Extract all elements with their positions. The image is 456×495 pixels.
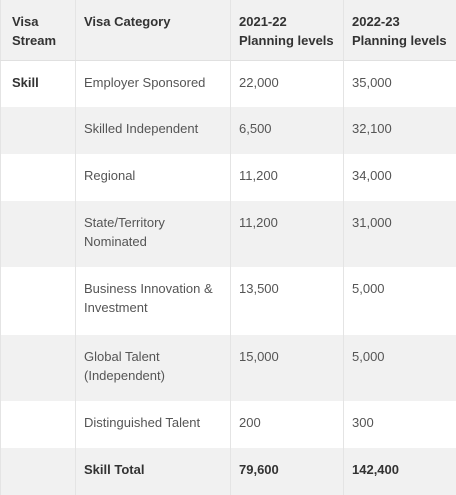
table-row-total: Skill Total 79,600 142,400 xyxy=(0,448,456,495)
cell-2022-23: 32,100 xyxy=(343,107,456,154)
cell-stream xyxy=(0,401,76,448)
table-row: State/Territory Nominated 11,200 31,000 xyxy=(0,201,456,267)
header-visa-stream: Visa Stream xyxy=(0,0,76,61)
cell-category: Global Talent (Independent) xyxy=(75,335,231,401)
cell-stream xyxy=(0,448,76,495)
cell-category: Employer Sponsored xyxy=(75,60,231,107)
cell-stream xyxy=(0,154,76,201)
cell-2021-22: 15,000 xyxy=(230,335,344,401)
cell-2022-23: 300 xyxy=(343,401,456,448)
cell-2021-22-total: 79,600 xyxy=(230,448,344,495)
table-row: Regional 11,200 34,000 xyxy=(0,154,456,201)
cell-category: State/Territory Nominated xyxy=(75,201,231,267)
table-body: Skill Employer Sponsored 22,000 35,000 S… xyxy=(0,60,456,495)
cell-stream xyxy=(0,107,76,154)
cell-stream xyxy=(0,335,76,401)
cell-category-total: Skill Total xyxy=(75,448,231,495)
cell-2022-23: 5,000 xyxy=(343,267,456,335)
cell-2021-22: 13,500 xyxy=(230,267,344,335)
cell-2022-23-total: 142,400 xyxy=(343,448,456,495)
cell-2022-23: 31,000 xyxy=(343,201,456,267)
cell-2022-23: 35,000 xyxy=(343,60,456,107)
cell-2021-22: 22,000 xyxy=(230,60,344,107)
table-row: Distinguished Talent 200 300 xyxy=(0,401,456,448)
table-header: Visa Stream Visa Category 2021-22 Planni… xyxy=(0,0,456,61)
table-row: Skill Employer Sponsored 22,000 35,000 xyxy=(0,60,456,107)
cell-category: Skilled Independent xyxy=(75,107,231,154)
cell-category: Distinguished Talent xyxy=(75,401,231,448)
cell-stream: Skill xyxy=(0,60,76,107)
cell-category: Business Innovation & Investment xyxy=(75,267,231,335)
cell-2021-22: 11,200 xyxy=(230,201,344,267)
cell-2022-23: 34,000 xyxy=(343,154,456,201)
header-visa-category: Visa Category xyxy=(75,0,231,61)
table-row: Skilled Independent 6,500 32,100 xyxy=(0,107,456,154)
table-row: Global Talent (Independent) 15,000 5,000 xyxy=(0,335,456,401)
cell-stream xyxy=(0,201,76,267)
table-row: Business Innovation & Investment 13,500 … xyxy=(0,267,456,335)
header-2021-22: 2021-22 Planning levels xyxy=(230,0,344,61)
cell-2021-22: 6,500 xyxy=(230,107,344,154)
header-2022-23: 2022-23 Planning levels xyxy=(343,0,456,61)
cell-2021-22: 11,200 xyxy=(230,154,344,201)
cell-2021-22: 200 xyxy=(230,401,344,448)
cell-stream xyxy=(0,267,76,335)
cell-2022-23: 5,000 xyxy=(343,335,456,401)
cell-category: Regional xyxy=(75,154,231,201)
header-row: Visa Stream Visa Category 2021-22 Planni… xyxy=(0,0,456,61)
